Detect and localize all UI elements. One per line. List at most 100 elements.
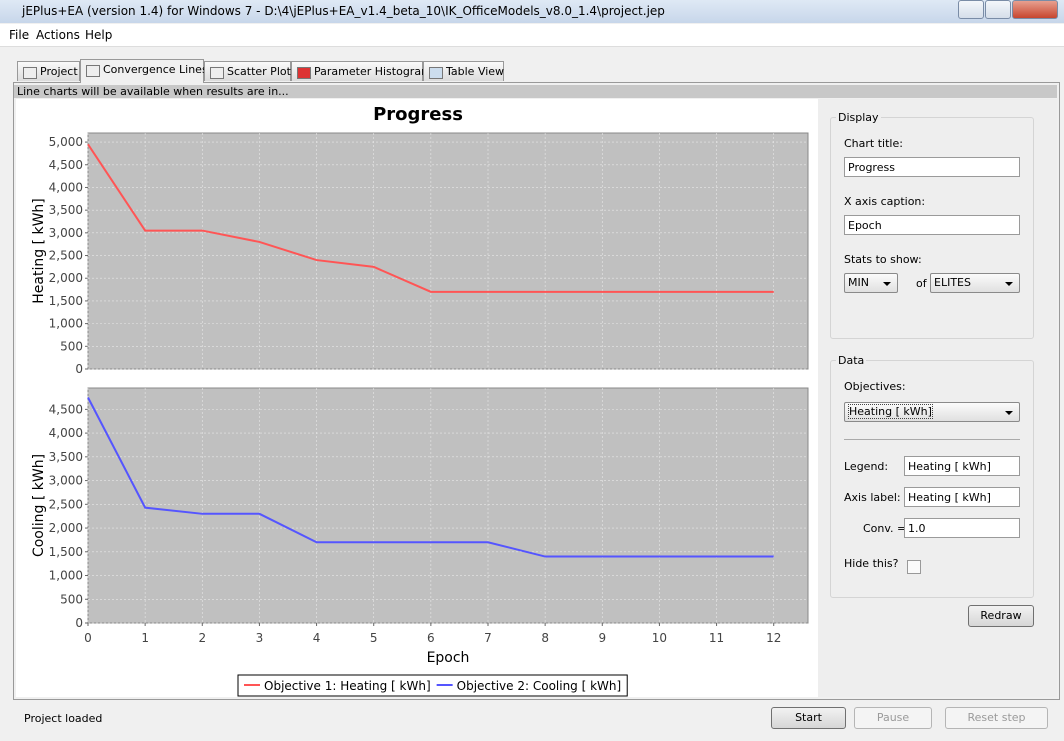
x-tick-label: 4 (313, 631, 321, 645)
x-tick-label: 6 (427, 631, 435, 645)
dropdown-value: Heating [ kWh] (848, 404, 933, 419)
field-label: Chart title: (844, 137, 903, 150)
data-line (87, 397, 774, 558)
field-label: Legend: (844, 460, 889, 473)
tab-label: Scatter Plot (227, 65, 291, 78)
y-tick-label: 2,000 (49, 521, 83, 535)
x-tick-label: 10 (652, 631, 667, 645)
y-tick-label: 500 (60, 339, 83, 353)
dropdown-value: MIN (848, 276, 869, 289)
dropdown[interactable]: ELITES (930, 273, 1020, 293)
y-tick-label: 5,000 (49, 135, 83, 149)
y-tick-label: 3,500 (49, 450, 83, 464)
y-tick-label: 2,500 (49, 497, 83, 511)
field-label: of (916, 277, 927, 290)
x-axis-label: Epoch (427, 650, 470, 666)
maximize-button[interactable] (985, 0, 1011, 19)
text-input[interactable]: Progress (844, 157, 1020, 177)
field-label: X axis caption: (844, 195, 926, 208)
x-tick-label: 7 (484, 631, 492, 645)
field-label: Conv. = (863, 522, 907, 535)
chart: Progress05001,0001,5002,0002,5003,0003,5… (31, 104, 809, 697)
menu-item[interactable]: Actions (36, 28, 80, 42)
y-tick-label: 4,500 (49, 158, 83, 172)
menu-bar: File Actions Help (0, 24, 1064, 47)
y-tick-label: 2,500 (49, 249, 83, 263)
tab-label: Convergence Lines (103, 63, 208, 76)
x-tick-label: 2 (198, 631, 206, 645)
close-button[interactable] (1012, 0, 1058, 19)
dropdown[interactable]: MIN (844, 273, 898, 293)
button-label: Pause (876, 711, 910, 724)
start-button[interactable]: Start (771, 707, 846, 729)
y-tick-label: 0 (75, 616, 83, 630)
tab-label: Table View (446, 65, 505, 78)
display-group (830, 117, 1034, 339)
title-bar: jEPlus+EA (version 1.4) for Windows 7 - … (0, 0, 1064, 23)
group-heading: Display (836, 111, 881, 124)
y-tick-label: 2,000 (49, 271, 83, 285)
text-input[interactable]: Heating [ kWh] (904, 487, 1020, 507)
dropdown[interactable]: Heating [ kWh] (844, 402, 1020, 422)
data-line (87, 143, 774, 293)
x-tick-label: 9 (598, 631, 606, 645)
info-bar: Line charts will be available when resul… (14, 85, 1057, 98)
y-tick-label: 1,000 (49, 317, 83, 331)
data-group (830, 360, 1034, 598)
field-label: Axis label: (844, 491, 901, 504)
separator (844, 439, 1020, 440)
plot-background (87, 132, 809, 370)
checkbox[interactable] (907, 560, 921, 574)
tab-selected[interactable]: Convergence Lines (80, 59, 208, 83)
button-label: Start (795, 711, 822, 724)
minimize-button[interactable] (958, 0, 984, 19)
tab-label: Project (40, 65, 78, 78)
status-text: Project loaded (24, 712, 103, 725)
tab[interactable]: Scatter Plot (204, 61, 291, 81)
x-tick-label: 0 (84, 631, 92, 645)
x-tick-label: 3 (256, 631, 264, 645)
tab[interactable]: Parameter Histogram (291, 61, 432, 81)
y-tick-label: 3,500 (49, 203, 83, 217)
x-tick-label: 11 (709, 631, 724, 645)
x-tick-label: 12 (766, 631, 781, 645)
legend-label: Objective 1: Heating [ kWh] (264, 679, 431, 693)
x-tick-label: 8 (541, 631, 549, 645)
pause-button: Pause (854, 707, 932, 729)
y-tick-label: 500 (60, 592, 83, 606)
redraw-button[interactable]: Redraw (968, 605, 1034, 627)
window-title: jEPlus+EA (version 1.4) for Windows 7 - … (22, 4, 665, 18)
text-input[interactable]: 1.0 (904, 518, 1020, 538)
text-input[interactable]: Heating [ kWh] (904, 456, 1020, 476)
group-heading: Data (836, 354, 867, 367)
y-tick-label: 4,500 (49, 402, 83, 416)
field-label: Hide this? (844, 557, 899, 570)
reset-button: Reset step (945, 707, 1048, 729)
tab[interactable]: Table View (423, 61, 504, 81)
y-tick-label: 4,000 (49, 426, 83, 440)
y-tick-label: 1,000 (49, 569, 83, 583)
field-label: Objectives: (844, 380, 906, 393)
y-tick-label: 1,500 (49, 545, 83, 559)
chart-title: Progress (373, 104, 463, 125)
dropdown-value: ELITES (934, 276, 971, 289)
menu-item[interactable]: Help (85, 28, 113, 42)
y-axis-label: Heating [ kWh] (31, 198, 47, 304)
y-tick-label: 3,000 (49, 474, 83, 488)
text-input[interactable]: Epoch (844, 215, 1020, 235)
x-tick-label: 1 (141, 631, 149, 645)
tab-label: Parameter Histogram (314, 65, 432, 78)
side-panel: Display Chart title: Progress X axis cap… (818, 99, 1057, 697)
chart-area: Progress 0 500 1,000 1,500 2,000 2,500 3,000 3,5… (16, 99, 818, 697)
legend-label: Objective 2: Cooling [ kWh] (457, 679, 622, 693)
y-tick-label: 0 (75, 362, 83, 376)
y-tick-label: 1,500 (49, 294, 83, 308)
x-tick-label: 5 (370, 631, 378, 645)
y-tick-label: 4,000 (49, 180, 83, 194)
legend-box (237, 674, 628, 697)
y-axis-label: Cooling [ kWh] (31, 454, 47, 557)
tab[interactable]: Project (17, 61, 80, 81)
y-tick-label: 3,000 (49, 226, 83, 240)
menu-item[interactable]: File (9, 28, 30, 42)
